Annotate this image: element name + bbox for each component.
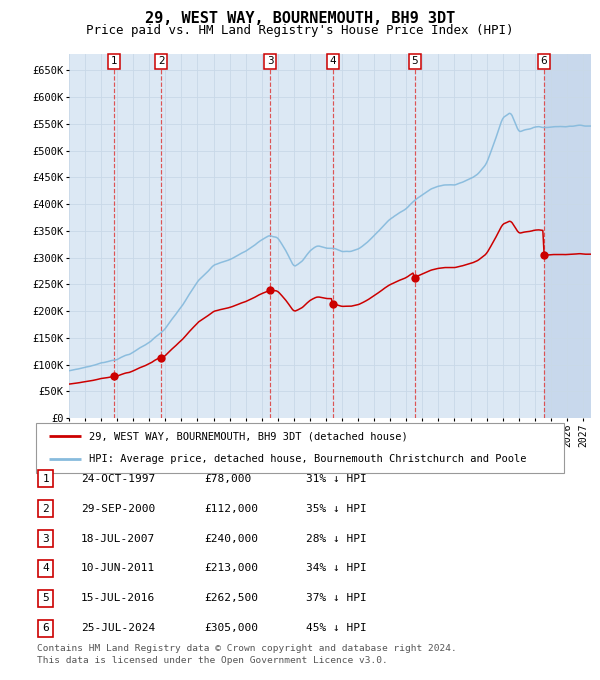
Text: Contains HM Land Registry data © Crown copyright and database right 2024.
This d: Contains HM Land Registry data © Crown c… bbox=[37, 644, 457, 665]
Text: 5: 5 bbox=[42, 594, 49, 603]
Text: £240,000: £240,000 bbox=[204, 534, 258, 543]
Text: 6: 6 bbox=[42, 624, 49, 633]
Text: £78,000: £78,000 bbox=[204, 474, 251, 483]
Text: 37% ↓ HPI: 37% ↓ HPI bbox=[306, 594, 367, 603]
Text: 45% ↓ HPI: 45% ↓ HPI bbox=[306, 624, 367, 633]
Text: 1: 1 bbox=[42, 474, 49, 483]
Text: 5: 5 bbox=[412, 56, 418, 66]
Text: 15-JUL-2016: 15-JUL-2016 bbox=[81, 594, 155, 603]
Bar bbox=[544, 54, 591, 418]
Text: £213,000: £213,000 bbox=[204, 564, 258, 573]
Text: 29, WEST WAY, BOURNEMOUTH, BH9 3DT (detached house): 29, WEST WAY, BOURNEMOUTH, BH9 3DT (deta… bbox=[89, 431, 407, 441]
Text: 29-SEP-2000: 29-SEP-2000 bbox=[81, 504, 155, 513]
Text: 24-OCT-1997: 24-OCT-1997 bbox=[81, 474, 155, 483]
Text: £112,000: £112,000 bbox=[204, 504, 258, 513]
Text: 1: 1 bbox=[111, 56, 118, 66]
Text: 34% ↓ HPI: 34% ↓ HPI bbox=[306, 564, 367, 573]
Text: £305,000: £305,000 bbox=[204, 624, 258, 633]
Text: 28% ↓ HPI: 28% ↓ HPI bbox=[306, 534, 367, 543]
Text: 2: 2 bbox=[158, 56, 164, 66]
Text: 4: 4 bbox=[330, 56, 337, 66]
Text: 3: 3 bbox=[267, 56, 274, 66]
Text: 10-JUN-2011: 10-JUN-2011 bbox=[81, 564, 155, 573]
Text: 25-JUL-2024: 25-JUL-2024 bbox=[81, 624, 155, 633]
Text: 4: 4 bbox=[42, 564, 49, 573]
Text: HPI: Average price, detached house, Bournemouth Christchurch and Poole: HPI: Average price, detached house, Bour… bbox=[89, 454, 526, 464]
Text: 3: 3 bbox=[42, 534, 49, 543]
Text: 31% ↓ HPI: 31% ↓ HPI bbox=[306, 474, 367, 483]
Text: Price paid vs. HM Land Registry's House Price Index (HPI): Price paid vs. HM Land Registry's House … bbox=[86, 24, 514, 37]
Text: 29, WEST WAY, BOURNEMOUTH, BH9 3DT: 29, WEST WAY, BOURNEMOUTH, BH9 3DT bbox=[145, 11, 455, 26]
Text: 18-JUL-2007: 18-JUL-2007 bbox=[81, 534, 155, 543]
Text: £262,500: £262,500 bbox=[204, 594, 258, 603]
Text: 2: 2 bbox=[42, 504, 49, 513]
Text: 6: 6 bbox=[541, 56, 547, 66]
Text: 35% ↓ HPI: 35% ↓ HPI bbox=[306, 504, 367, 513]
